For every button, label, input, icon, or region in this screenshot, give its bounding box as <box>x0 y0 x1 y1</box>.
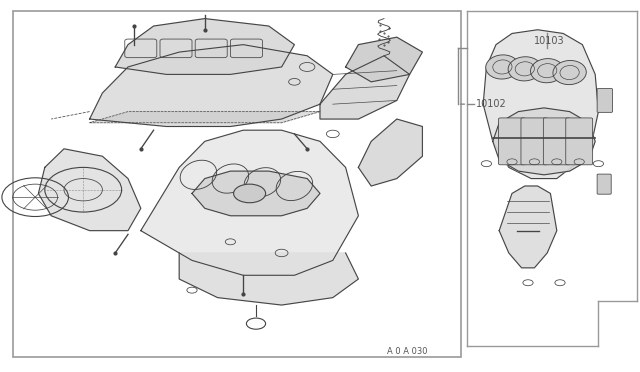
Polygon shape <box>346 37 422 82</box>
Ellipse shape <box>486 55 519 79</box>
Text: A 0 A 030: A 0 A 030 <box>387 347 428 356</box>
Polygon shape <box>90 112 320 123</box>
FancyBboxPatch shape <box>566 118 593 165</box>
Polygon shape <box>115 19 294 74</box>
Bar <box>13 11 461 357</box>
FancyBboxPatch shape <box>499 118 525 165</box>
Polygon shape <box>38 149 141 231</box>
Polygon shape <box>90 45 333 126</box>
FancyBboxPatch shape <box>521 118 548 165</box>
Circle shape <box>234 184 266 203</box>
Polygon shape <box>499 186 557 268</box>
Ellipse shape <box>531 59 564 83</box>
FancyBboxPatch shape <box>597 174 611 194</box>
Polygon shape <box>179 253 358 305</box>
Text: 10102: 10102 <box>476 99 506 109</box>
FancyBboxPatch shape <box>543 118 570 165</box>
Polygon shape <box>192 171 320 216</box>
Text: 10103: 10103 <box>534 36 565 46</box>
Polygon shape <box>493 108 595 175</box>
Polygon shape <box>358 119 422 186</box>
Bar <box>467 11 637 346</box>
Ellipse shape <box>508 57 541 81</box>
Polygon shape <box>141 130 358 275</box>
FancyBboxPatch shape <box>597 89 612 112</box>
Ellipse shape <box>553 61 586 84</box>
Polygon shape <box>320 56 410 119</box>
Polygon shape <box>483 30 598 179</box>
